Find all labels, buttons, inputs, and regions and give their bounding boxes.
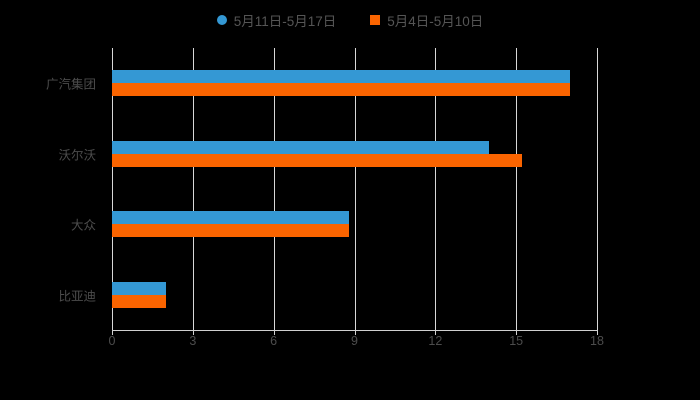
legend-square-marker-icon	[370, 15, 381, 25]
legend-item-series-0[interactable]: 5月11日-5月17日	[216, 10, 337, 30]
gridline-x-18	[597, 48, 598, 330]
plot-area	[112, 48, 598, 330]
x-tick-mark-12	[435, 330, 437, 335]
legend-label-series-1: 5月4日-5月10日	[387, 14, 484, 29]
gridline-x-6	[273, 48, 275, 330]
x-tick-label-12: 12	[428, 334, 443, 348]
y-category-label-0: 广汽集团	[45, 77, 96, 92]
gridline-x-9	[354, 48, 356, 330]
bar-1-series-0[interactable]	[112, 140, 490, 154]
gridline-x-12	[435, 48, 437, 330]
y-category-label-3: 比亚迪	[58, 289, 96, 304]
bar-0-series-1[interactable]	[112, 83, 571, 97]
y-category-label-2: 大众	[70, 218, 96, 233]
x-tick-mark-9	[354, 330, 356, 335]
x-tick-label-6: 6	[270, 334, 278, 348]
legend-circle-marker-icon	[216, 15, 227, 25]
bar-2-series-1[interactable]	[112, 224, 350, 238]
x-tick-label-15: 15	[509, 334, 524, 348]
x-tick-label-18: 18	[590, 334, 604, 348]
gridline-x-0	[112, 48, 113, 330]
gridline-x-15	[516, 48, 518, 330]
bar-3-series-1[interactable]	[112, 294, 166, 308]
legend-item-series-1[interactable]: 5月4日-5月10日	[370, 10, 483, 30]
gridline-x-3	[192, 48, 194, 330]
y-category-label-1: 沃尔沃	[58, 148, 96, 163]
chart-legend: 5月11日-5月17日 5月4日-5月10日	[0, 8, 700, 32]
x-tick-mark-18	[597, 330, 598, 335]
x-tick-mark-15	[516, 330, 518, 335]
x-tick-label-3: 3	[189, 334, 197, 348]
x-tick-mark-6	[273, 330, 275, 335]
bar-0-series-0[interactable]	[112, 70, 571, 84]
bar-3-series-0[interactable]	[112, 281, 166, 295]
x-tick-label-9: 9	[351, 334, 358, 348]
bar-1-series-1[interactable]	[112, 153, 522, 167]
x-tick-mark-0	[112, 330, 113, 335]
bar-2-series-0[interactable]	[112, 211, 350, 225]
legend-label-series-0: 5月11日-5月17日	[233, 14, 337, 29]
x-tick-mark-3	[192, 330, 194, 335]
x-tick-label-0: 0	[108, 334, 116, 348]
